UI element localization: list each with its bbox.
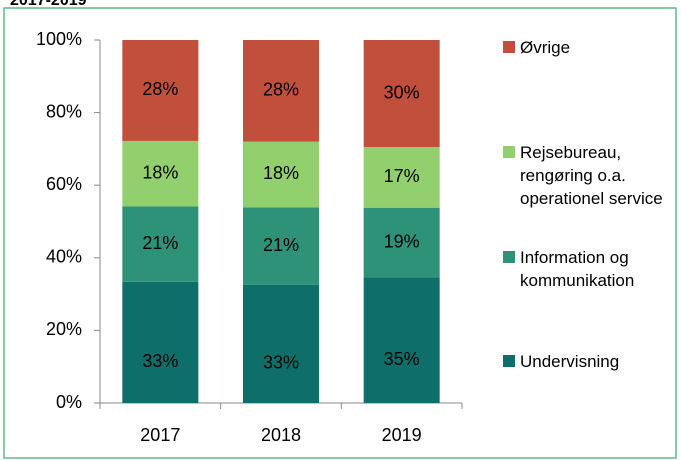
value-label: 33% (142, 351, 178, 371)
bar-segment (363, 40, 440, 148)
legend-label: Undervisning (520, 352, 620, 371)
value-label: 21% (263, 235, 299, 255)
y-tick-label: 0% (56, 392, 82, 412)
y-tick-label: 60% (46, 174, 82, 194)
x-tick-label: 2019 (382, 425, 422, 445)
value-label: 35% (384, 349, 420, 369)
x-tick-label: 2018 (261, 425, 301, 445)
legend-swatch (503, 146, 515, 158)
value-label: 30% (384, 82, 420, 102)
legend-swatch (503, 355, 515, 367)
bar-segment (243, 141, 319, 208)
bar-segment (122, 206, 199, 282)
value-label: 19% (384, 231, 420, 251)
value-label: 18% (263, 163, 299, 183)
y-tick-label: 20% (46, 319, 82, 339)
value-label: 28% (142, 79, 178, 99)
bar-segment (363, 147, 440, 208)
legend-swatch (503, 41, 515, 53)
y-tick-label: 40% (46, 247, 82, 267)
legend-label: Øvrige (520, 38, 571, 57)
x-tick-label: 2017 (140, 425, 180, 445)
chart-frame (3, 7, 677, 459)
bar-segment (243, 207, 319, 285)
bar-segment (243, 40, 319, 142)
bar-segment (122, 40, 199, 141)
value-label: 33% (263, 353, 299, 373)
bar-segment (243, 284, 319, 403)
value-label: 17% (384, 166, 420, 186)
legend-label: Rejsebureau, rengøring o.a. operationel … (520, 143, 663, 208)
legend-swatch (503, 251, 515, 263)
chart-title: 2017-2019 (10, 0, 87, 9)
bar-segment (363, 207, 440, 278)
value-label: 21% (142, 233, 178, 253)
y-tick-label: 100% (36, 29, 82, 49)
y-tick-label: 80% (46, 101, 82, 121)
value-label: 28% (263, 80, 299, 100)
legend-label: Information og kommunikation (520, 248, 635, 290)
bar-segment (122, 281, 199, 403)
bar-segment (363, 277, 440, 403)
value-label: 18% (142, 162, 178, 182)
bar-segment (122, 140, 199, 207)
